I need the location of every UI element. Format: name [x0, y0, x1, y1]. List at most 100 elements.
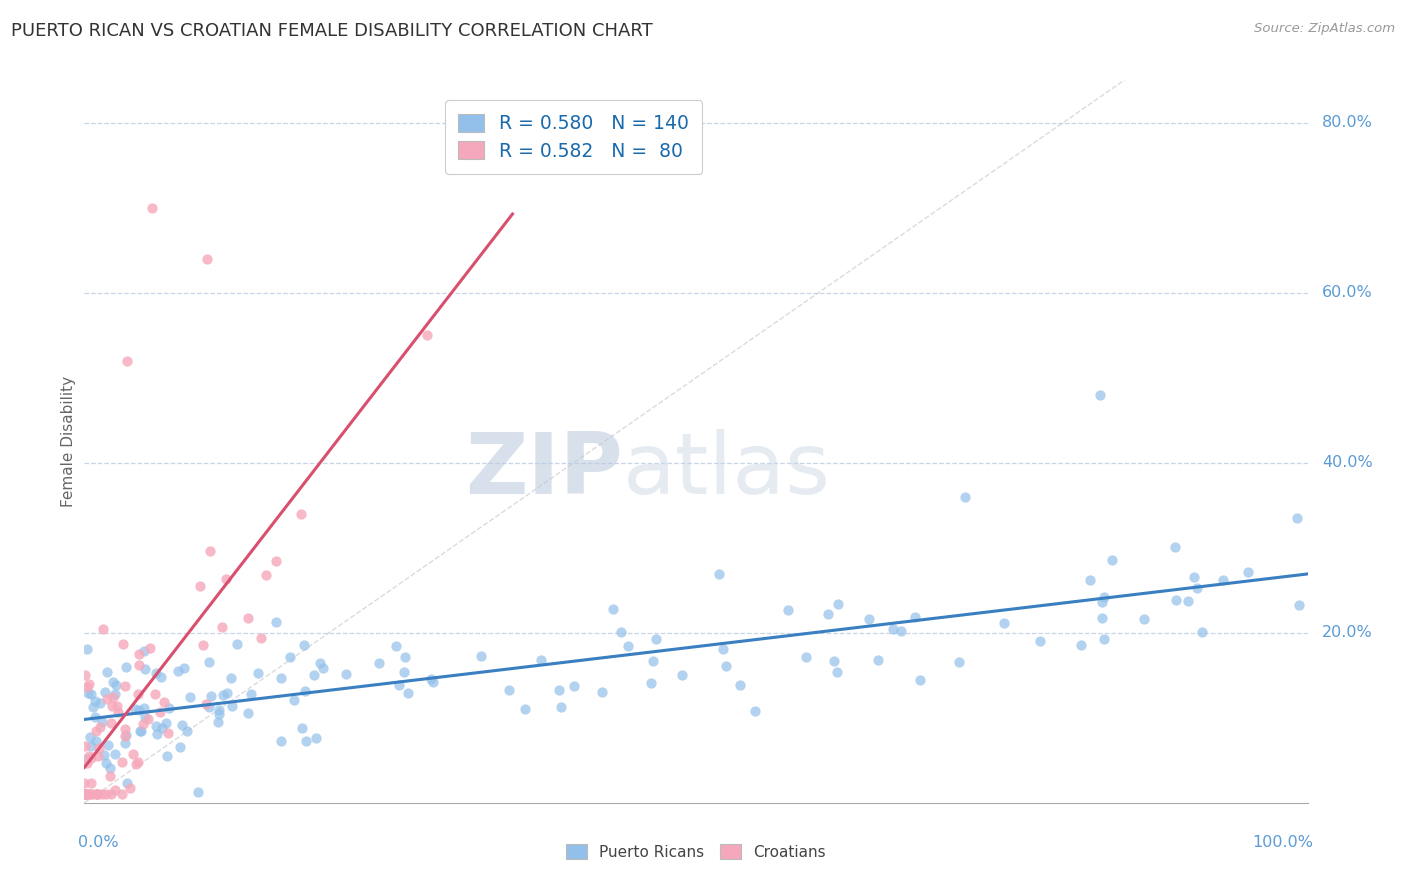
Point — [207, 714, 229, 729]
Point — [396, 686, 419, 700]
Point — [219, 671, 242, 685]
Point — [1070, 638, 1092, 652]
Point — [239, 687, 262, 701]
Point — [93, 748, 115, 763]
Point — [115, 353, 138, 368]
Point — [858, 612, 880, 626]
Point — [75, 668, 97, 682]
Point — [707, 567, 730, 582]
Point — [73, 787, 96, 801]
Point — [211, 688, 233, 702]
Point — [215, 572, 238, 586]
Point — [100, 787, 122, 801]
Point — [79, 787, 101, 801]
Point — [498, 683, 520, 698]
Point — [195, 252, 218, 266]
Point — [155, 716, 177, 731]
Point — [145, 665, 167, 680]
Point — [114, 729, 136, 743]
Point — [238, 706, 260, 721]
Point — [86, 787, 108, 801]
Point — [114, 659, 136, 673]
Point — [1091, 611, 1114, 625]
Point — [94, 685, 117, 699]
Point — [77, 677, 100, 691]
Point — [96, 665, 118, 680]
Point — [671, 668, 693, 682]
Point — [591, 685, 613, 699]
Point — [550, 699, 572, 714]
Point — [73, 776, 96, 790]
Point — [384, 639, 406, 653]
Point — [1177, 593, 1199, 607]
Point — [420, 673, 443, 687]
Point — [129, 724, 152, 739]
Point — [1101, 552, 1123, 566]
Point — [149, 706, 172, 720]
Point — [817, 607, 839, 621]
Point — [515, 702, 537, 716]
Point — [169, 739, 191, 754]
Point — [128, 647, 150, 661]
Point — [548, 682, 571, 697]
Point — [145, 718, 167, 732]
Point — [827, 665, 849, 679]
Point — [728, 678, 751, 692]
Point — [91, 622, 114, 636]
Point — [1185, 582, 1208, 596]
Point — [96, 692, 118, 706]
Point — [127, 687, 149, 701]
Point — [114, 679, 136, 693]
Point — [1092, 591, 1115, 605]
Point — [145, 726, 167, 740]
Point — [122, 747, 145, 762]
Point — [711, 642, 734, 657]
Point — [388, 678, 411, 692]
Text: 0.0%: 0.0% — [79, 835, 120, 850]
Point — [114, 736, 136, 750]
Point — [367, 657, 389, 671]
Text: ZIP: ZIP — [465, 429, 623, 512]
Point — [335, 667, 357, 681]
Point — [73, 787, 96, 801]
Point — [236, 610, 259, 624]
Point — [530, 652, 553, 666]
Point — [107, 705, 129, 719]
Point — [73, 739, 96, 753]
Point — [111, 787, 134, 801]
Point — [953, 490, 976, 504]
Point — [156, 748, 179, 763]
Point — [188, 578, 211, 592]
Point — [90, 787, 112, 801]
Point — [82, 699, 104, 714]
Point — [100, 715, 122, 730]
Point — [198, 655, 221, 669]
Point — [1182, 569, 1205, 583]
Point — [617, 640, 640, 654]
Point — [1212, 573, 1234, 587]
Point — [1285, 511, 1308, 525]
Point — [644, 632, 666, 646]
Point — [104, 747, 127, 761]
Point — [118, 781, 141, 796]
Point — [291, 721, 314, 735]
Point — [94, 756, 117, 771]
Point — [179, 690, 201, 704]
Point — [89, 719, 111, 733]
Point — [114, 728, 136, 742]
Point — [270, 734, 292, 748]
Point — [254, 568, 277, 582]
Point — [283, 693, 305, 707]
Point — [86, 787, 108, 801]
Point — [73, 787, 96, 801]
Point — [79, 730, 101, 744]
Point — [191, 638, 214, 652]
Point — [217, 686, 239, 700]
Point — [141, 201, 163, 215]
Point — [80, 787, 103, 801]
Point — [103, 690, 125, 705]
Point — [134, 662, 156, 676]
Point — [77, 787, 100, 801]
Point — [75, 787, 97, 801]
Point — [87, 748, 110, 763]
